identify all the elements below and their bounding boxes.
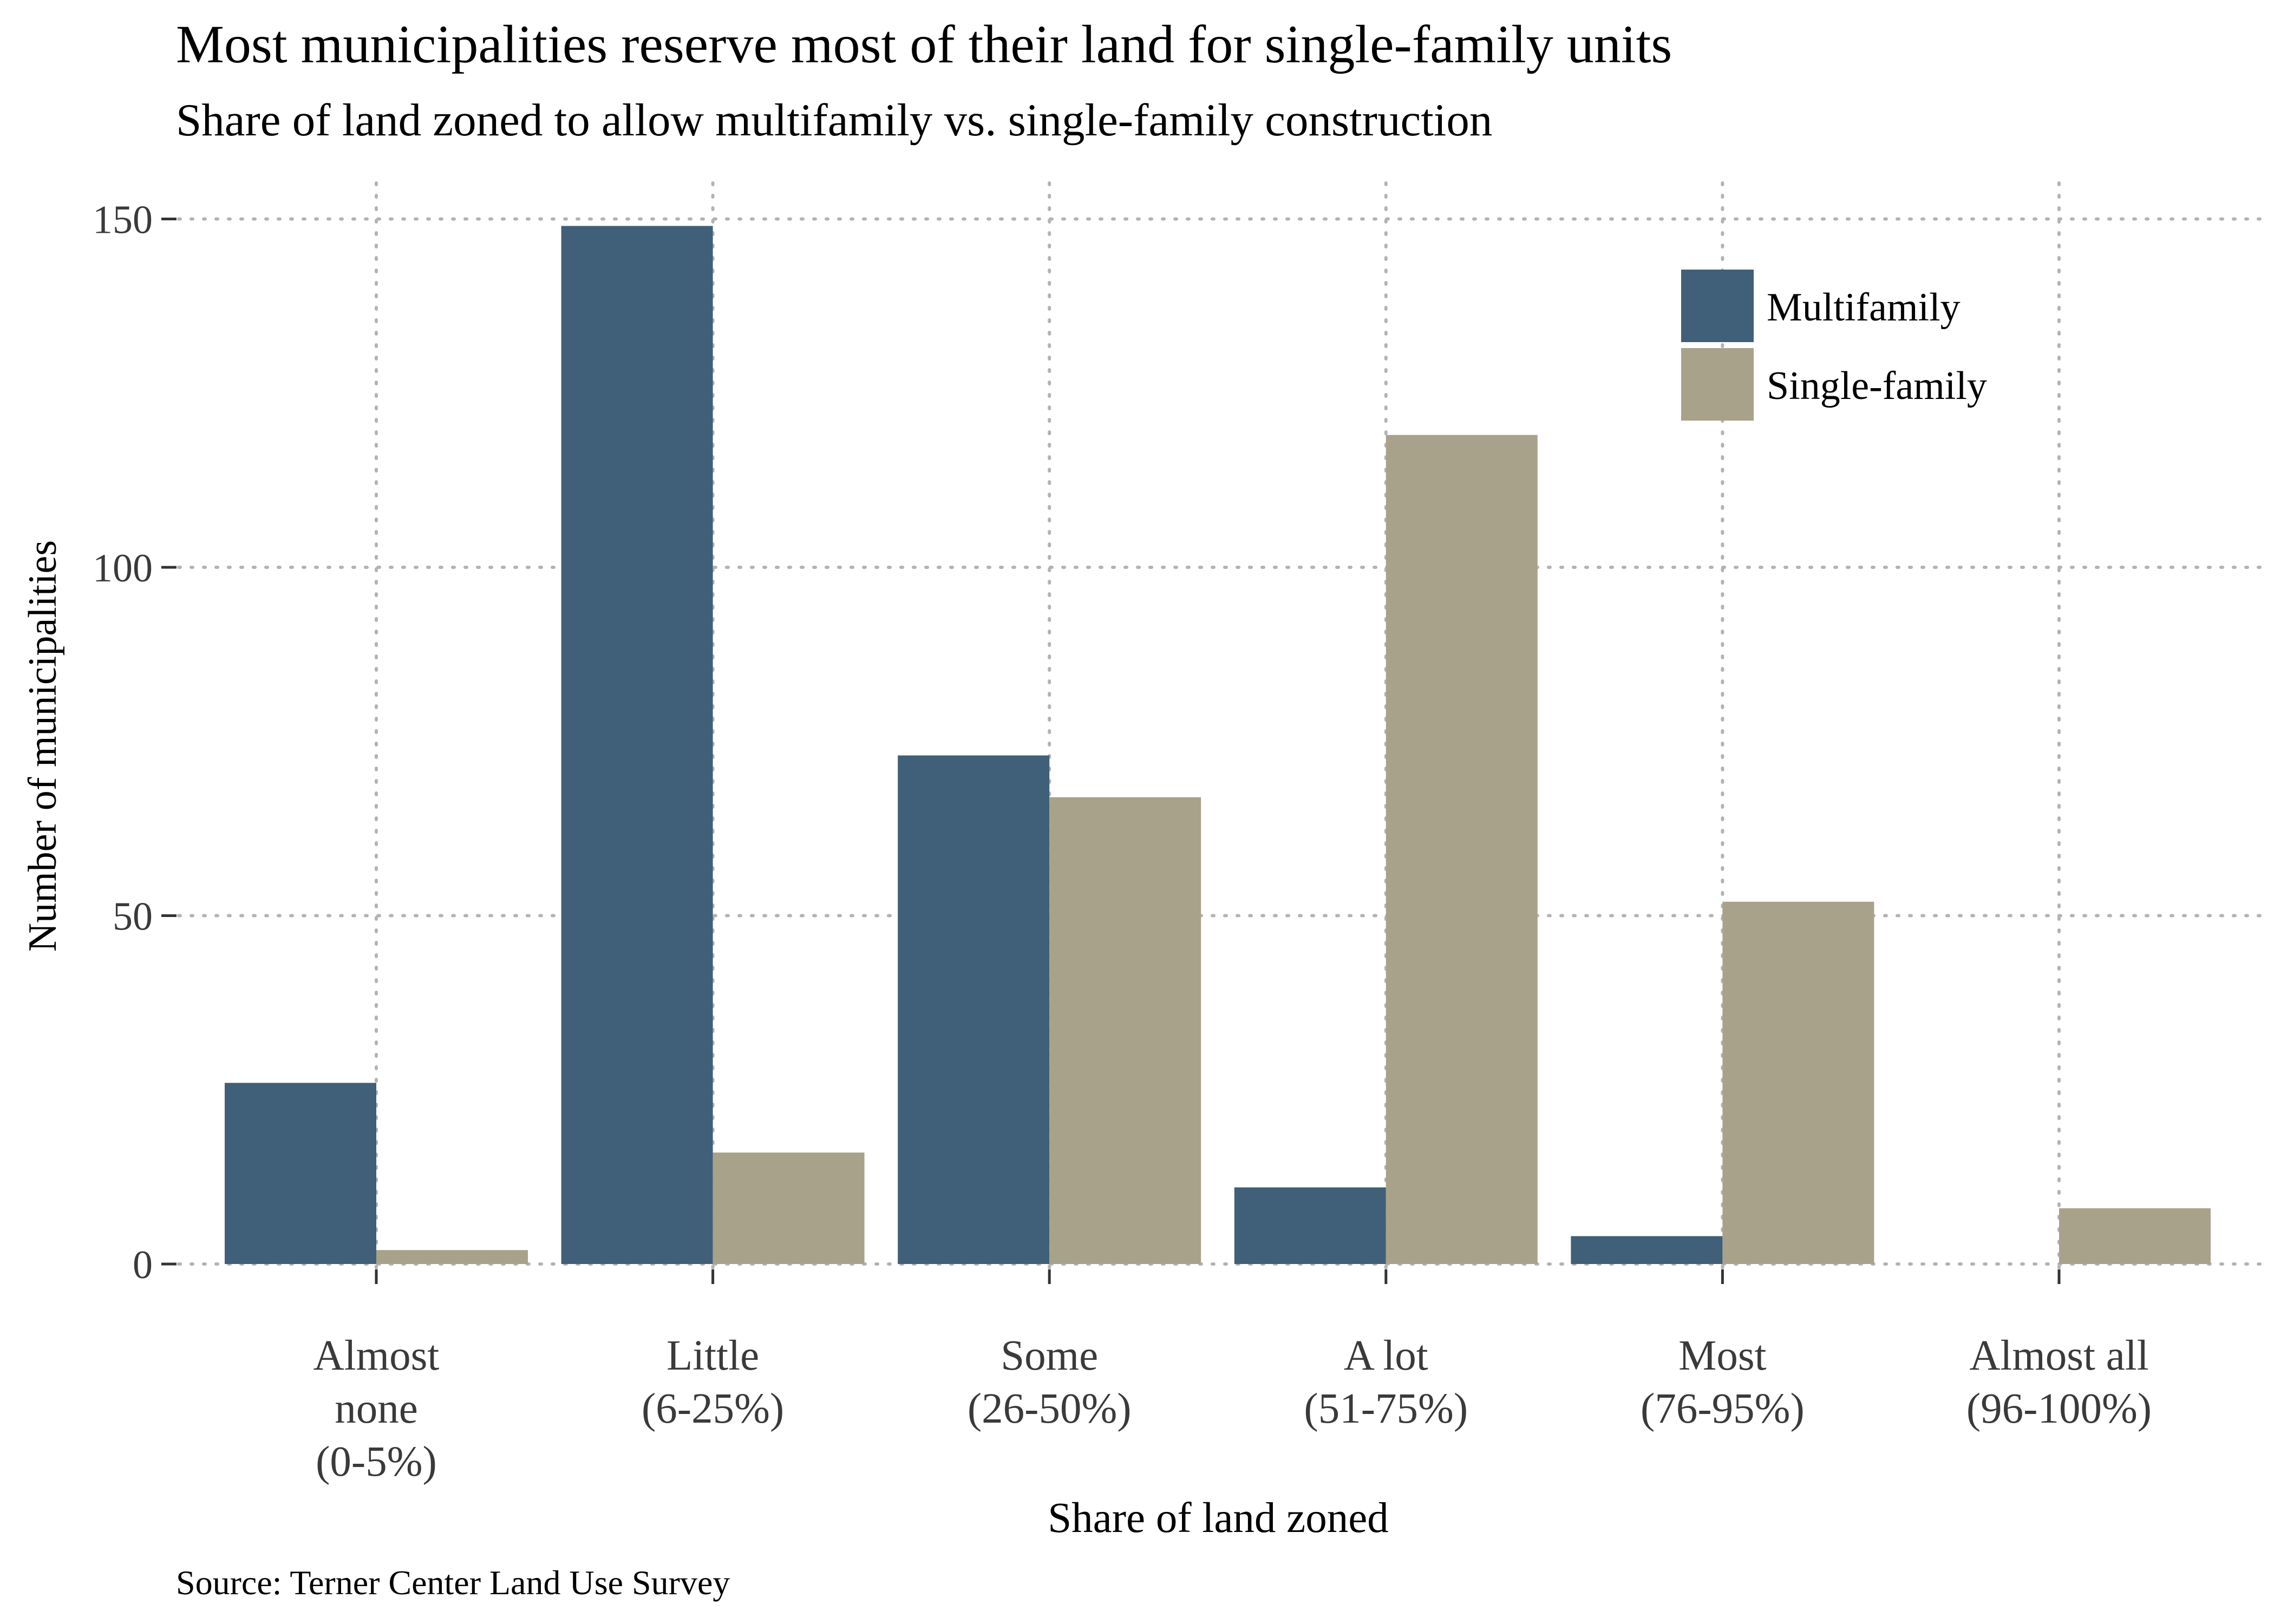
source-note: Source: Terner Center Land Use Survey (176, 1563, 730, 1602)
y-tick-label: 100 (93, 546, 153, 591)
y-tick-label: 50 (113, 895, 153, 939)
grid-layer (177, 181, 2262, 1271)
chart-title: Most municipalities reserve most of thei… (176, 14, 1672, 74)
bar-single-family (2059, 1208, 2211, 1264)
bar-single-family (713, 1152, 865, 1264)
bar-single-family (1049, 797, 1201, 1264)
bar-multifamily (898, 755, 1050, 1264)
bar-single-family (1722, 901, 1874, 1264)
y-axis-title: Number of municipalities (21, 540, 65, 952)
x-axis-title: Share of land zoned (1048, 1495, 1389, 1542)
x-tick-label: Almost none (0-5%) (313, 1332, 440, 1485)
bars-layer (225, 226, 2211, 1264)
legend-label-single-family: Single-family (1767, 364, 1987, 408)
bar-single-family (1386, 435, 1538, 1264)
chart-subtitle: Share of land zoned to allow multifamily… (176, 95, 1492, 146)
bar-multifamily (225, 1083, 376, 1264)
legend-key-single-family (1681, 348, 1754, 421)
axes-layer: 0 50 100 150 Almost none (0-5%) Little (6-25%) So… (93, 198, 2152, 1486)
legend-label-multifamily: Multifamily (1767, 285, 1961, 330)
x-tick-label: Some (26-50%) (968, 1332, 1132, 1432)
bar-multifamily (561, 226, 713, 1264)
bar-single-family (376, 1250, 528, 1264)
y-tick-label: 150 (93, 198, 153, 243)
y-tick-label: 0 (133, 1243, 153, 1287)
x-tick-label: Most (76-95%) (1641, 1332, 1805, 1432)
bar-multifamily (1571, 1236, 1723, 1264)
x-tick-label: Little (6-25%) (642, 1332, 784, 1432)
x-tick-label: A lot (51-75%) (1304, 1332, 1468, 1432)
legend-key-multifamily (1681, 270, 1754, 342)
bar-multifamily (1234, 1187, 1386, 1264)
legend: Multifamily Single-family (1681, 270, 1987, 421)
x-tick-label: Almost all (96-100%) (1966, 1332, 2152, 1432)
